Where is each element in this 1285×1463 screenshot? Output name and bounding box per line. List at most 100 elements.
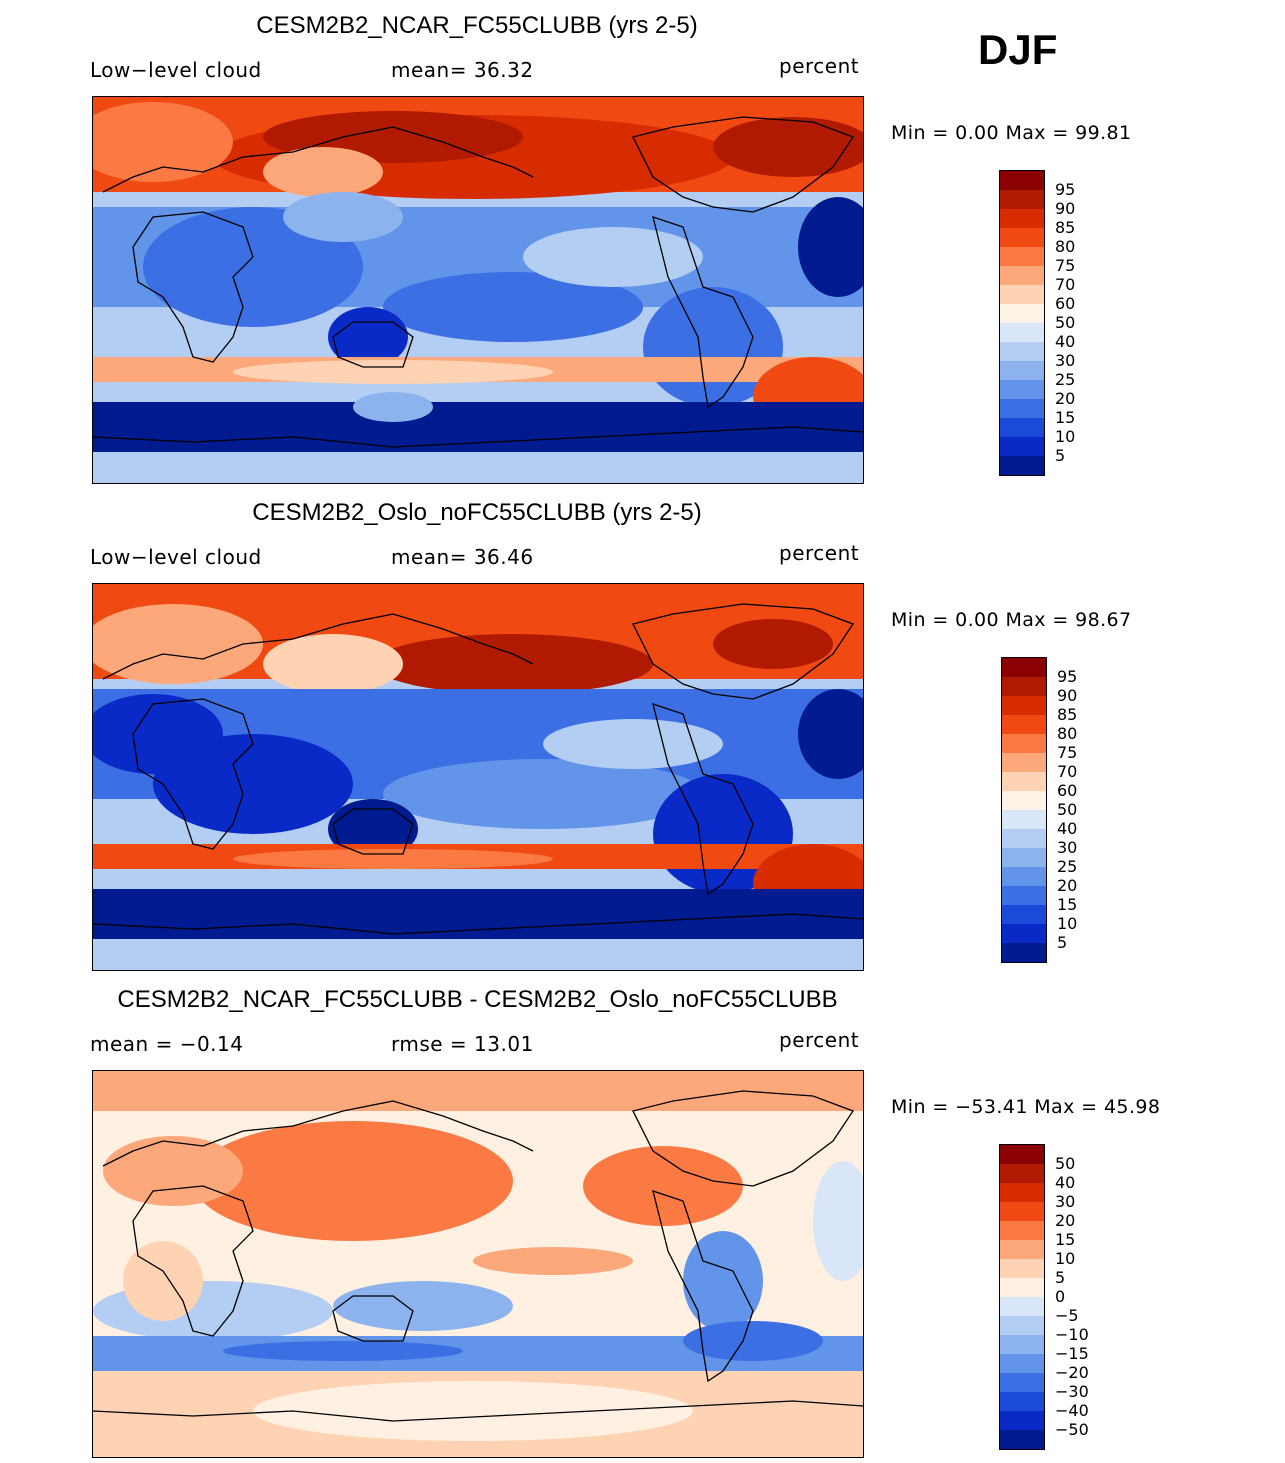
colorbar-swatch	[1000, 285, 1044, 304]
colorbar-swatch	[1000, 1183, 1044, 1202]
colorbar-swatch	[1000, 1202, 1044, 1221]
colorbar-tick-label: −30	[1055, 1382, 1089, 1401]
colorbar-tick-label: 5	[1057, 933, 1068, 952]
panel-2-variable-label: Low−level cloud	[90, 545, 262, 569]
colorbar-swatch	[1002, 905, 1046, 924]
colorbar-swatch	[1000, 1392, 1044, 1411]
colorbar-swatch	[1000, 1164, 1044, 1183]
panel-1-contour-field	[93, 97, 863, 483]
colorbar-swatch	[1000, 247, 1044, 266]
colorbar-tick-label: 90	[1055, 199, 1076, 218]
colorbar-swatch	[1000, 361, 1044, 380]
colorbar-tick-label: 80	[1057, 724, 1078, 743]
colorbar-tick-label: 10	[1057, 914, 1078, 933]
colorbar-tick-label: 50	[1055, 313, 1076, 332]
colorbar-tick-label: −50	[1055, 1420, 1089, 1439]
colorbar-tick-label: 25	[1057, 857, 1078, 876]
colorbar-swatch	[1000, 1411, 1044, 1430]
panel-3-units-label: percent	[779, 1028, 860, 1052]
colorbar-tick-label: 60	[1055, 294, 1076, 313]
colorbar-tick-label: 80	[1055, 237, 1076, 256]
colorbar-tick-label: 20	[1055, 389, 1076, 408]
colorbar-tick-label: 10	[1055, 1249, 1076, 1268]
colorbar-tick-label: −15	[1055, 1344, 1089, 1363]
colorbar-tick-label: 25	[1055, 370, 1076, 389]
colorbar-tick-label: 50	[1055, 1154, 1076, 1173]
colorbar-swatch	[1000, 1335, 1044, 1354]
panel-2-units-label: percent	[779, 541, 860, 565]
colorbar-tick-label: −5	[1055, 1306, 1079, 1325]
colorbar-swatch	[1000, 266, 1044, 285]
colorbar-swatch	[1000, 1240, 1044, 1259]
colorbar-swatch	[1002, 658, 1046, 677]
colorbar-tick-label: 0	[1055, 1287, 1066, 1306]
panel-3-mean-label: mean = −0.14	[90, 1032, 244, 1056]
colorbar-tick-label: 95	[1055, 180, 1076, 199]
colorbar-swatch	[1002, 810, 1046, 829]
colorbar-tick-label: −20	[1055, 1363, 1089, 1382]
colorbar-swatch	[1000, 228, 1044, 247]
colorbar-tick-label: 40	[1055, 1173, 1076, 1192]
colorbar-swatch	[1000, 1221, 1044, 1240]
colorbar-tick-label: 5	[1055, 1268, 1066, 1287]
colorbar-swatch	[1002, 734, 1046, 753]
panel-3-map	[92, 1070, 864, 1458]
colorbar-swatch	[1000, 342, 1044, 361]
colorbar-swatch	[1000, 418, 1044, 437]
panel-2-title: CESM2B2_Oslo_noFC55CLUBB (yrs 2-5)	[252, 499, 702, 526]
colorbar-swatch	[1000, 1373, 1044, 1392]
panel-3-title: CESM2B2_NCAR_FC55CLUBB - CESM2B2_Oslo_no…	[117, 986, 838, 1013]
colorbar-swatch	[1002, 943, 1046, 962]
colorbar-swatch	[1002, 848, 1046, 867]
colorbar-tick-label: 30	[1055, 351, 1076, 370]
colorbar-tick-label: 15	[1055, 408, 1076, 427]
colorbar-tick-label: 40	[1057, 819, 1078, 838]
colorbar-tick-label: 50	[1057, 800, 1078, 819]
panel-1-units-label: percent	[779, 54, 860, 78]
colorbar-tick-label: 75	[1055, 256, 1076, 275]
colorbar-swatch	[1002, 867, 1046, 886]
colorbar-tick-label: 30	[1055, 1192, 1076, 1211]
colorbar-tick-label: 20	[1057, 876, 1078, 895]
panel-2-contour-field	[93, 584, 863, 970]
colorbar-tick-label: 75	[1057, 743, 1078, 762]
panel-3-minmax: Min = −53.41 Max = 45.98	[891, 1096, 1161, 1118]
colorbar-tick-label: 10	[1055, 427, 1076, 446]
panel-1-colorbar	[999, 170, 1045, 476]
panel-1-mean-label: mean= 36.32	[391, 58, 534, 82]
colorbar-swatch	[1002, 886, 1046, 905]
colorbar-swatch	[1000, 209, 1044, 228]
panel-2-colorbar	[1001, 657, 1047, 963]
colorbar-tick-label: 15	[1055, 1230, 1076, 1249]
colorbar-tick-label: −10	[1055, 1325, 1089, 1344]
colorbar-tick-label: 70	[1057, 762, 1078, 781]
colorbar-swatch	[1002, 715, 1046, 734]
colorbar-swatch	[1000, 1145, 1044, 1164]
panel-3-rmse-label: rmse = 13.01	[391, 1032, 534, 1056]
colorbar-swatch	[1002, 753, 1046, 772]
colorbar-tick-label: −40	[1055, 1401, 1089, 1420]
colorbar-swatch	[1002, 829, 1046, 848]
panel-2-map	[92, 583, 864, 971]
colorbar-swatch	[1000, 1297, 1044, 1316]
colorbar-tick-label: 85	[1055, 218, 1076, 237]
colorbar-swatch	[1002, 696, 1046, 715]
panel-1-variable-label: Low−level cloud	[90, 58, 262, 82]
colorbar-tick-label: 70	[1055, 275, 1076, 294]
panel-2-minmax: Min = 0.00 Max = 98.67	[891, 609, 1132, 631]
season-label: DJF	[978, 26, 1058, 73]
colorbar-swatch	[1000, 1259, 1044, 1278]
colorbar-tick-label: 60	[1057, 781, 1078, 800]
panel-3-colorbar	[999, 1144, 1045, 1450]
colorbar-swatch	[1000, 1430, 1044, 1449]
panel-3-contour-field	[93, 1071, 863, 1457]
colorbar-tick-label: 90	[1057, 686, 1078, 705]
colorbar-swatch	[1000, 323, 1044, 342]
colorbar-swatch	[1000, 456, 1044, 475]
colorbar-swatch	[1000, 190, 1044, 209]
colorbar-tick-label: 20	[1055, 1211, 1076, 1230]
colorbar-swatch	[1000, 380, 1044, 399]
colorbar-swatch	[1000, 1354, 1044, 1373]
colorbar-tick-label: 15	[1057, 895, 1078, 914]
colorbar-tick-label: 40	[1055, 332, 1076, 351]
